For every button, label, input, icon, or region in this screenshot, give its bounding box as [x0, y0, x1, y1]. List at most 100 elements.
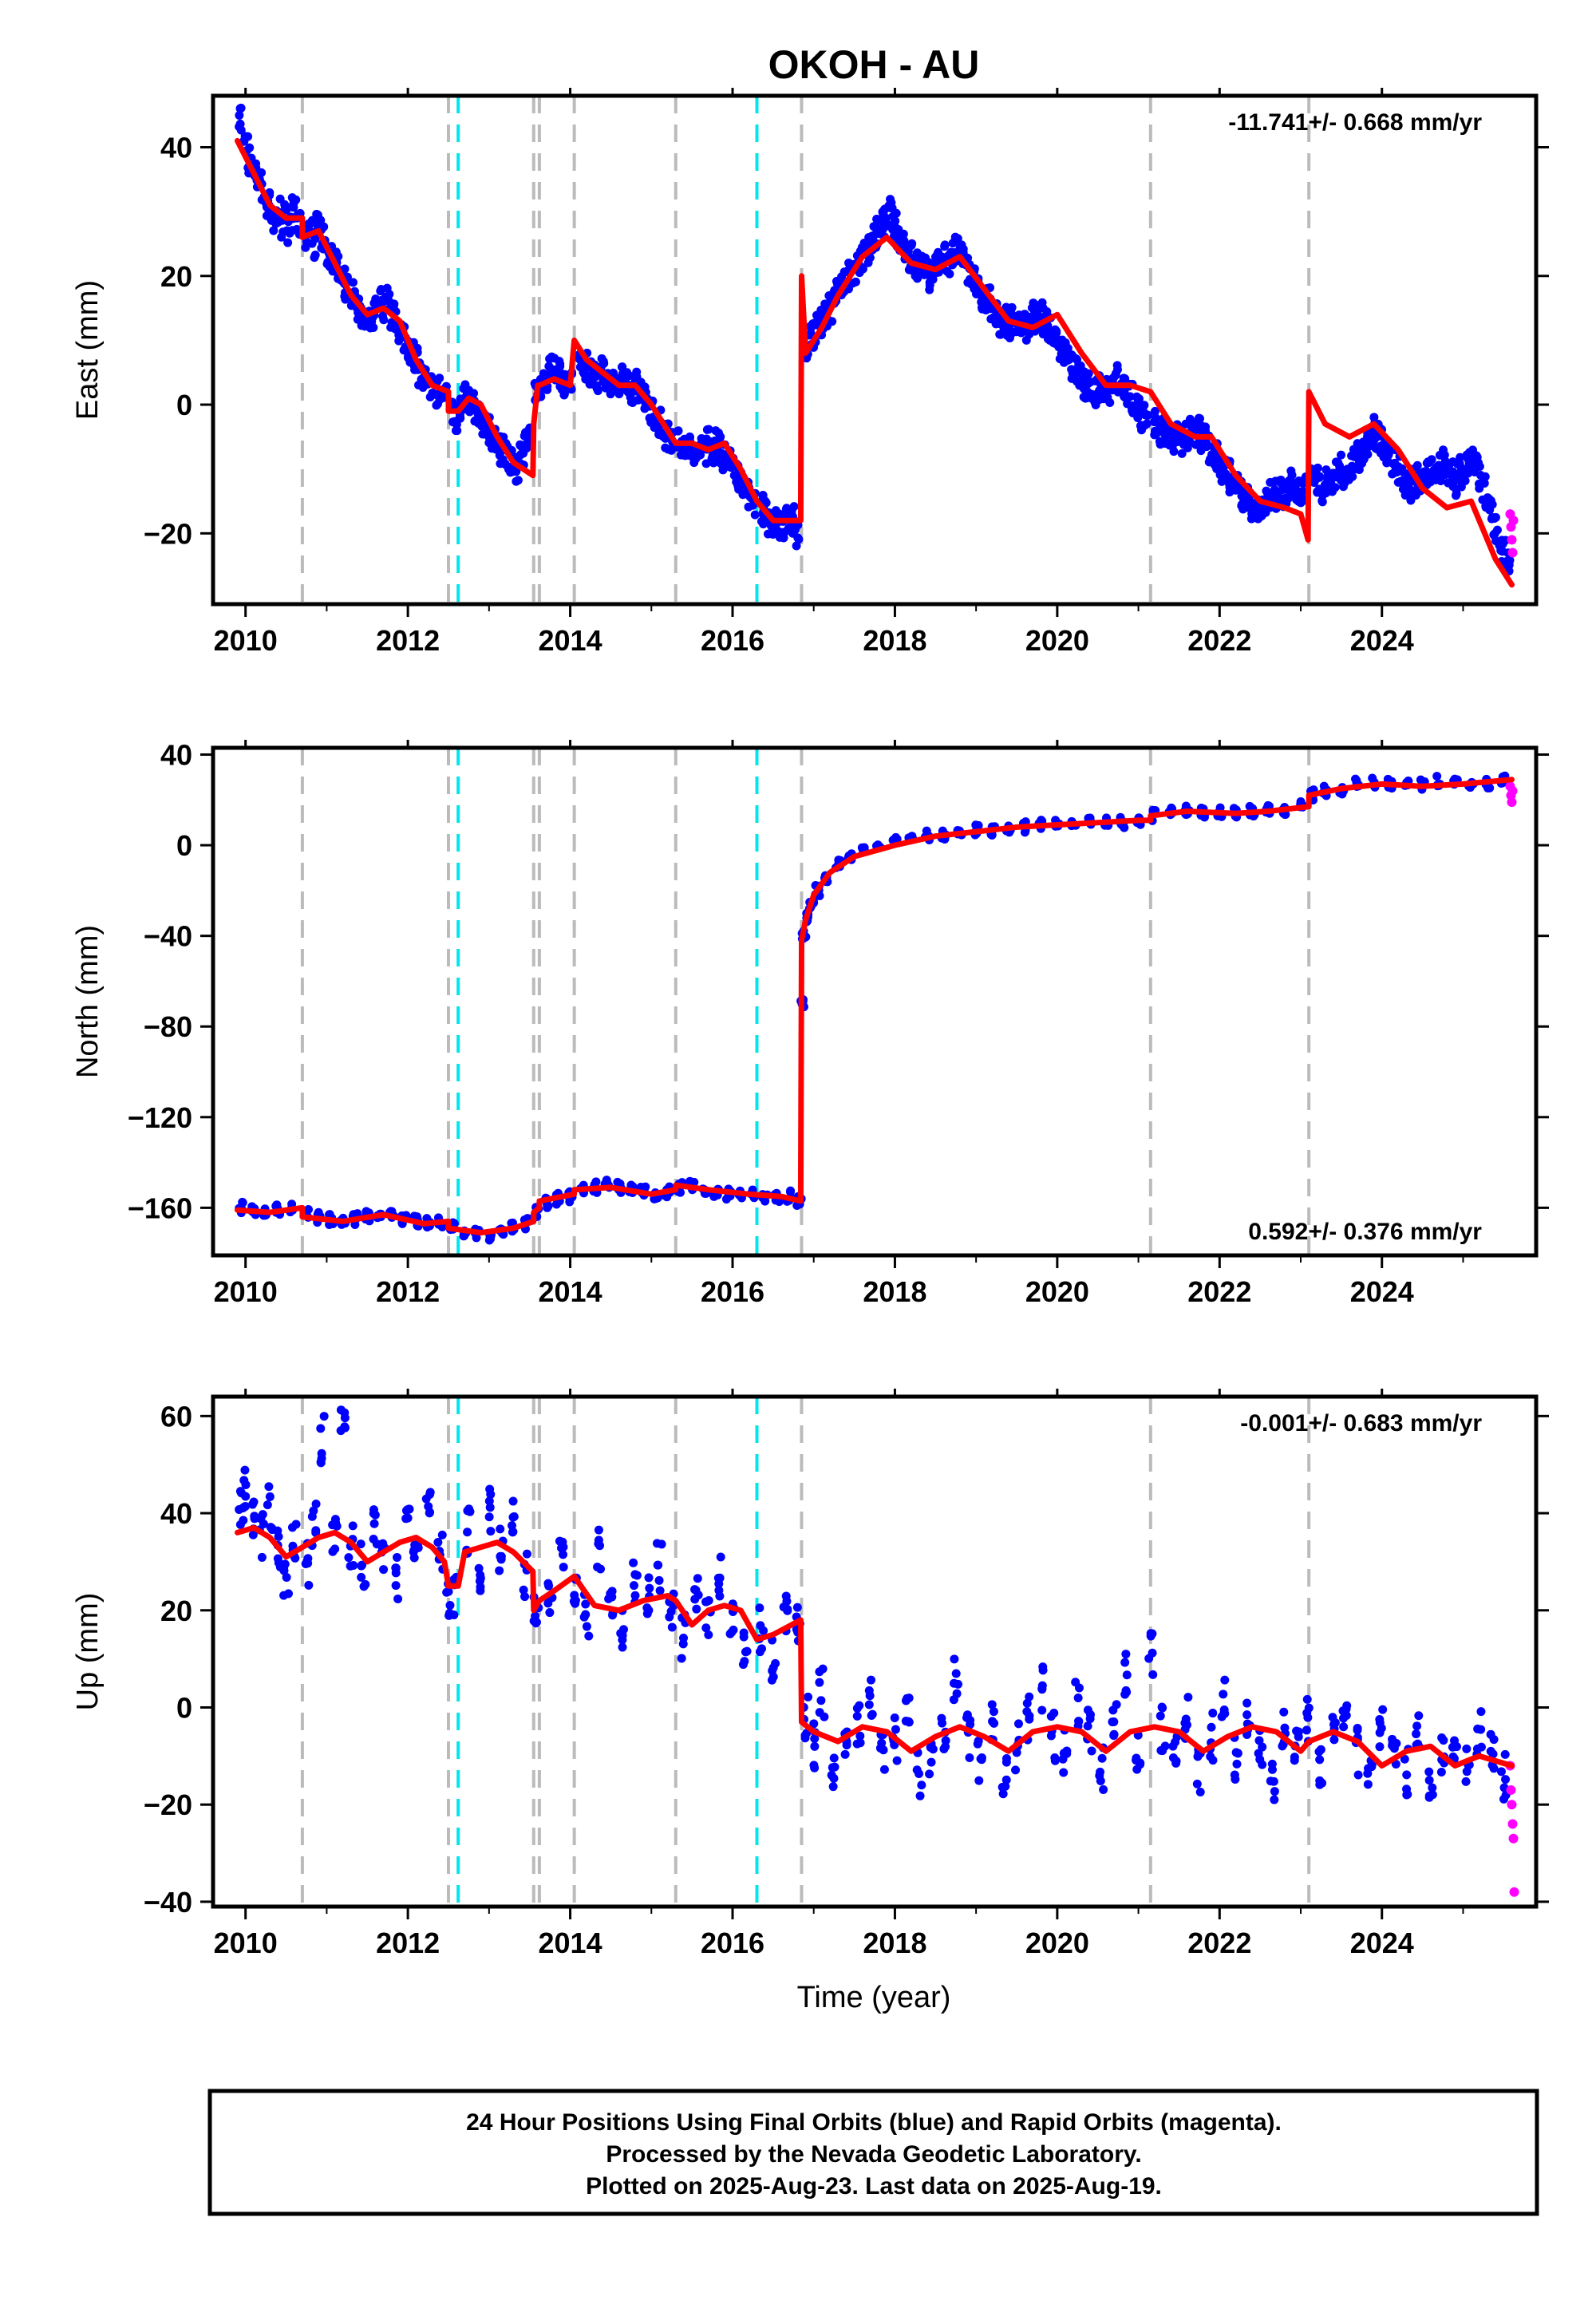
- final-orbit-point: [1378, 1705, 1388, 1714]
- final-orbit-point: [881, 213, 891, 223]
- final-orbit-point: [348, 278, 358, 287]
- final-orbit-point: [435, 373, 444, 383]
- final-orbit-point: [433, 1538, 443, 1547]
- final-orbit-point: [973, 1739, 982, 1749]
- final-orbit-point: [496, 1551, 506, 1561]
- final-orbit-point: [891, 1725, 900, 1734]
- final-orbit-point: [879, 1765, 889, 1774]
- velocity-rate-label: 0.592+/- 0.376 mm/yr: [1248, 1219, 1482, 1245]
- final-orbit-point: [704, 1630, 713, 1639]
- final-orbit-point: [951, 1669, 961, 1678]
- final-orbit-point: [1220, 1709, 1230, 1718]
- y-tick-label: −20: [144, 517, 192, 550]
- final-orbit-point: [496, 1524, 505, 1534]
- final-orbit-point: [264, 1482, 274, 1492]
- final-orbit-point: [1148, 1629, 1157, 1638]
- final-orbit-point: [1402, 1784, 1412, 1794]
- final-orbit-point: [437, 1530, 447, 1539]
- final-orbit-point: [1302, 1725, 1311, 1735]
- final-orbit-point: [1436, 1767, 1446, 1777]
- final-orbit-point: [325, 1210, 334, 1219]
- final-orbit-point: [449, 1611, 459, 1620]
- final-orbit-point: [1148, 1670, 1158, 1679]
- final-orbit-point: [1220, 1675, 1230, 1685]
- final-orbit-point: [800, 1733, 810, 1743]
- final-orbit-point: [245, 143, 255, 152]
- east-panel: 2010 2012 2014 2016 2018 2020 2022 2024 40 20 0 −20…: [71, 88, 1549, 657]
- final-orbit-point: [512, 476, 521, 486]
- final-orbit-point: [559, 390, 569, 400]
- final-orbit-point: [1462, 1744, 1472, 1753]
- final-orbit-point: [867, 1709, 877, 1719]
- final-orbit-point: [1456, 463, 1466, 472]
- final-orbit-point: [852, 1711, 862, 1721]
- final-orbit-point: [739, 1632, 749, 1642]
- model-fit-line: [235, 137, 1515, 588]
- final-orbit-point: [1368, 773, 1377, 783]
- final-orbit-point: [940, 240, 950, 250]
- final-orbit-point: [1245, 801, 1254, 811]
- final-orbit-point: [369, 1535, 378, 1544]
- x-tick-label: 2020: [1025, 1275, 1089, 1308]
- final-orbit-point: [1384, 449, 1393, 459]
- y-tick-label: 20: [160, 260, 192, 293]
- plot-frame: [211, 745, 1539, 1258]
- final-orbit-point: [263, 1500, 272, 1510]
- final-orbit-point: [613, 386, 622, 396]
- footer-line-3: Plotted on 2025-Aug-23. Last data on 202…: [586, 2173, 1162, 2199]
- y-tick-label: 0: [176, 1691, 192, 1724]
- final-orbit-point: [316, 1424, 326, 1433]
- final-orbit-point: [852, 1739, 862, 1749]
- final-orbit-point: [383, 292, 393, 302]
- final-orbit-point: [555, 362, 565, 371]
- final-orbit-point: [301, 1559, 310, 1569]
- final-orbit-point: [855, 1701, 864, 1710]
- final-orbit-point: [484, 1512, 494, 1522]
- final-orbit-point: [1120, 1658, 1130, 1667]
- final-orbit-point: [950, 232, 960, 242]
- final-orbit-point: [1151, 413, 1160, 423]
- final-orbit-point: [486, 1234, 496, 1243]
- final-orbit-point: [1375, 1728, 1385, 1737]
- final-orbit-point: [674, 426, 683, 436]
- final-orbit-point: [618, 1642, 627, 1652]
- final-orbit-point: [1206, 1752, 1215, 1761]
- final-orbit-point: [334, 251, 343, 261]
- final-orbit-point: [1485, 500, 1495, 509]
- final-orbit-point: [1461, 1777, 1471, 1786]
- final-orbit-point: [954, 1679, 963, 1689]
- final-orbit-point: [1140, 421, 1149, 430]
- final-orbit-point: [445, 1601, 455, 1611]
- final-orbit-point: [1500, 1749, 1510, 1759]
- rapid-orbit-point: [1507, 785, 1518, 796]
- final-orbit-point: [1200, 425, 1210, 435]
- final-orbit-point: [1440, 450, 1449, 460]
- final-orbit-point: [287, 202, 297, 211]
- final-orbit-point: [1473, 1724, 1483, 1733]
- final-orbit-point: [1001, 1753, 1011, 1763]
- final-orbit-point: [1020, 828, 1029, 837]
- final-orbit-point: [1231, 1774, 1240, 1784]
- final-orbit-point: [942, 267, 952, 276]
- final-orbit-point: [830, 1762, 839, 1772]
- x-tick-label: 2014: [539, 624, 602, 657]
- final-orbit-point: [1025, 1711, 1034, 1721]
- final-orbit-point: [915, 1769, 924, 1779]
- final-orbit-point: [344, 1553, 354, 1563]
- y-tick-label: −120: [128, 1101, 192, 1134]
- y-tick-label: 60: [160, 1400, 192, 1433]
- final-orbit-point: [750, 510, 760, 520]
- final-orbit-point: [579, 1612, 589, 1622]
- final-orbit-point: [645, 1583, 654, 1593]
- final-orbit-point: [1329, 1735, 1339, 1745]
- final-orbit-point: [1266, 1777, 1275, 1786]
- final-orbit-point: [1348, 472, 1357, 481]
- final-orbit-point: [474, 1563, 484, 1573]
- final-orbit-point: [508, 1527, 518, 1536]
- final-orbit-point: [463, 1528, 472, 1537]
- final-orbit-point: [1313, 463, 1322, 472]
- north-panel: 2010 2012 2014 2016 2018 2020 2022 2024 40 0 −40 −8…: [71, 739, 1549, 1308]
- final-orbit-point: [282, 1572, 291, 1582]
- final-orbit-point: [689, 458, 699, 468]
- final-orbit-point: [1157, 1702, 1167, 1712]
